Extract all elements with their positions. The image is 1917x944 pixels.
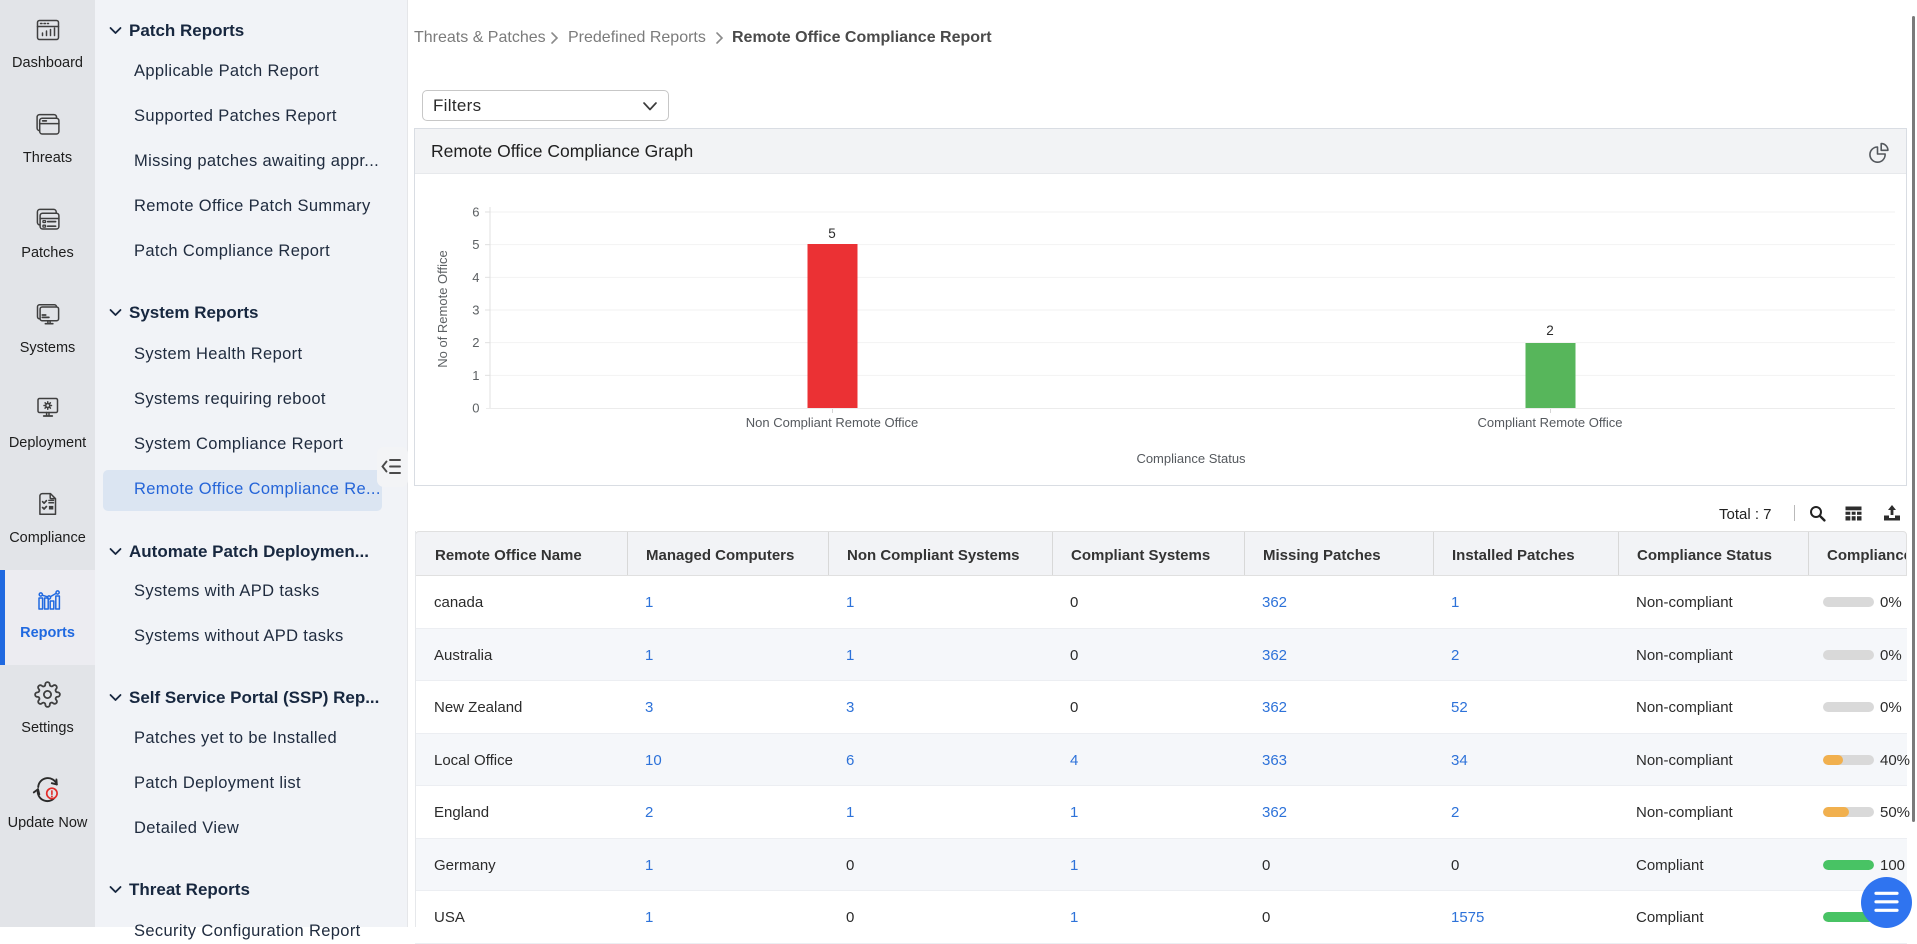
svg-text:6: 6 bbox=[472, 204, 479, 219]
svg-text:Compliant Remote Office: Compliant Remote Office bbox=[1478, 415, 1623, 430]
svg-text:No of Remote Office: No of Remote Office bbox=[435, 250, 450, 368]
svg-text:Compliance Status: Compliance Status bbox=[1136, 451, 1246, 466]
svg-text:2: 2 bbox=[472, 335, 479, 350]
svg-text:5: 5 bbox=[828, 226, 836, 241]
svg-text:2: 2 bbox=[1546, 323, 1554, 338]
svg-text:4: 4 bbox=[472, 270, 479, 285]
svg-text:3: 3 bbox=[472, 302, 479, 317]
svg-text:Non Compliant Remote Office: Non Compliant Remote Office bbox=[746, 415, 918, 430]
svg-text:5: 5 bbox=[472, 237, 479, 252]
svg-text:1: 1 bbox=[472, 368, 479, 383]
svg-text:0: 0 bbox=[472, 401, 479, 416]
